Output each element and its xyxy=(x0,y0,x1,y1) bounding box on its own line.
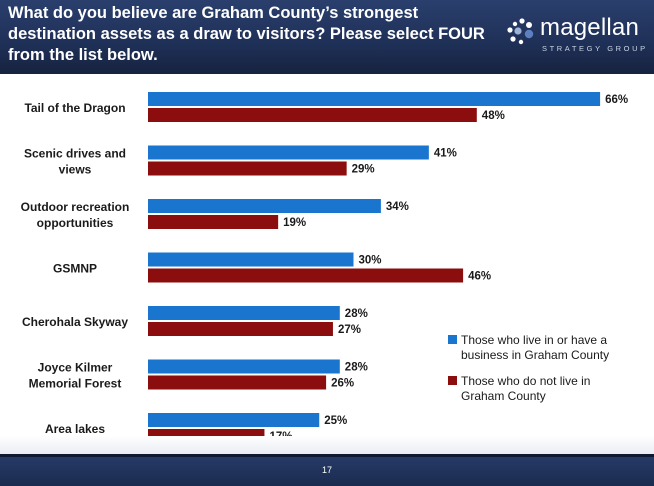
legend-label: Those who live in or have a business in G… xyxy=(461,333,609,362)
data-label: 19% xyxy=(283,217,306,229)
footer-bar: 17 xyxy=(0,454,654,486)
legend-label: Those who do not live in Graham County xyxy=(461,374,590,403)
category-label-line: Tail of the Dragon xyxy=(24,101,125,115)
bar-series-1 xyxy=(148,92,601,106)
category-label: Tail of the Dragon xyxy=(24,101,125,115)
data-label: 28% xyxy=(345,362,368,374)
legend-label-line: Those who live in or have a xyxy=(461,333,607,347)
data-label: 17% xyxy=(269,431,292,436)
bar-series-2 xyxy=(148,429,265,436)
logo-name: magellan xyxy=(540,14,639,41)
header-bar: What do you believe are Graham County’s … xyxy=(0,0,654,74)
bar-series-2 xyxy=(148,322,333,336)
data-label: 27% xyxy=(338,324,361,336)
bar-series-1 xyxy=(148,199,381,213)
category-label: Joyce Kilmer Memorial Forest xyxy=(29,361,122,391)
data-label: 46% xyxy=(468,271,491,283)
category-label-line: Memorial Forest xyxy=(29,377,122,391)
legend-swatch-1 xyxy=(448,335,457,344)
bar-series-1 xyxy=(148,306,340,320)
category-label-line: Area lakes xyxy=(45,422,105,436)
bar-series-1 xyxy=(148,413,320,427)
bar-chart: Tail of the Dragon 66% 48% Scenic drives an… xyxy=(21,92,628,436)
category-label-line: opportunities xyxy=(37,216,114,230)
category-label-line: Joyce Kilmer xyxy=(38,361,113,375)
category-label: Cherohala Skyway xyxy=(22,315,128,329)
data-label: 26% xyxy=(331,378,354,390)
legend-label-line: business in Graham County xyxy=(461,348,609,362)
category-label-line: GSMNP xyxy=(53,262,97,276)
logo-tagline: STRATEGY GROUP xyxy=(542,44,648,53)
bar-series-1 xyxy=(148,359,340,374)
dots-logo-icon xyxy=(507,18,534,45)
bar-series-2 xyxy=(148,108,477,122)
data-label: 30% xyxy=(359,255,382,267)
data-label: 34% xyxy=(386,201,409,213)
bar-series-1 xyxy=(148,145,429,160)
bar-series-2 xyxy=(148,268,464,283)
legend-swatch-2 xyxy=(448,376,457,385)
bar-series-2 xyxy=(148,215,279,229)
bar-series-2 xyxy=(148,375,327,390)
bar-series-2 xyxy=(148,161,347,176)
page-number: 17 xyxy=(321,465,332,475)
data-label: 28% xyxy=(345,308,368,320)
footer-strip xyxy=(0,436,654,454)
category-label: GSMNP xyxy=(53,262,97,276)
data-label: 41% xyxy=(434,148,457,160)
data-label: 66% xyxy=(605,94,628,106)
category-label-line: Outdoor recreation xyxy=(21,200,130,214)
legend-label-line: Those who do not live in xyxy=(461,374,590,388)
category-label-line: Scenic drives and xyxy=(24,147,126,161)
category-label: Scenic drives and views xyxy=(24,147,126,177)
category-label-line: Cherohala Skyway xyxy=(22,315,128,329)
data-label: 25% xyxy=(324,415,347,427)
category-label: Area lakes xyxy=(45,422,105,436)
legend-label-line: Graham County xyxy=(461,389,546,403)
data-label: 29% xyxy=(352,164,375,176)
data-label: 48% xyxy=(482,110,505,122)
bar-series-1 xyxy=(148,252,354,267)
slide-title: What do you believe are Graham County’s … xyxy=(8,4,485,64)
category-label: Outdoor recreation opportunities xyxy=(21,200,130,230)
category-label-line: views xyxy=(59,163,92,177)
magellan-logo: magellan STRATEGY GROUP xyxy=(500,14,650,60)
